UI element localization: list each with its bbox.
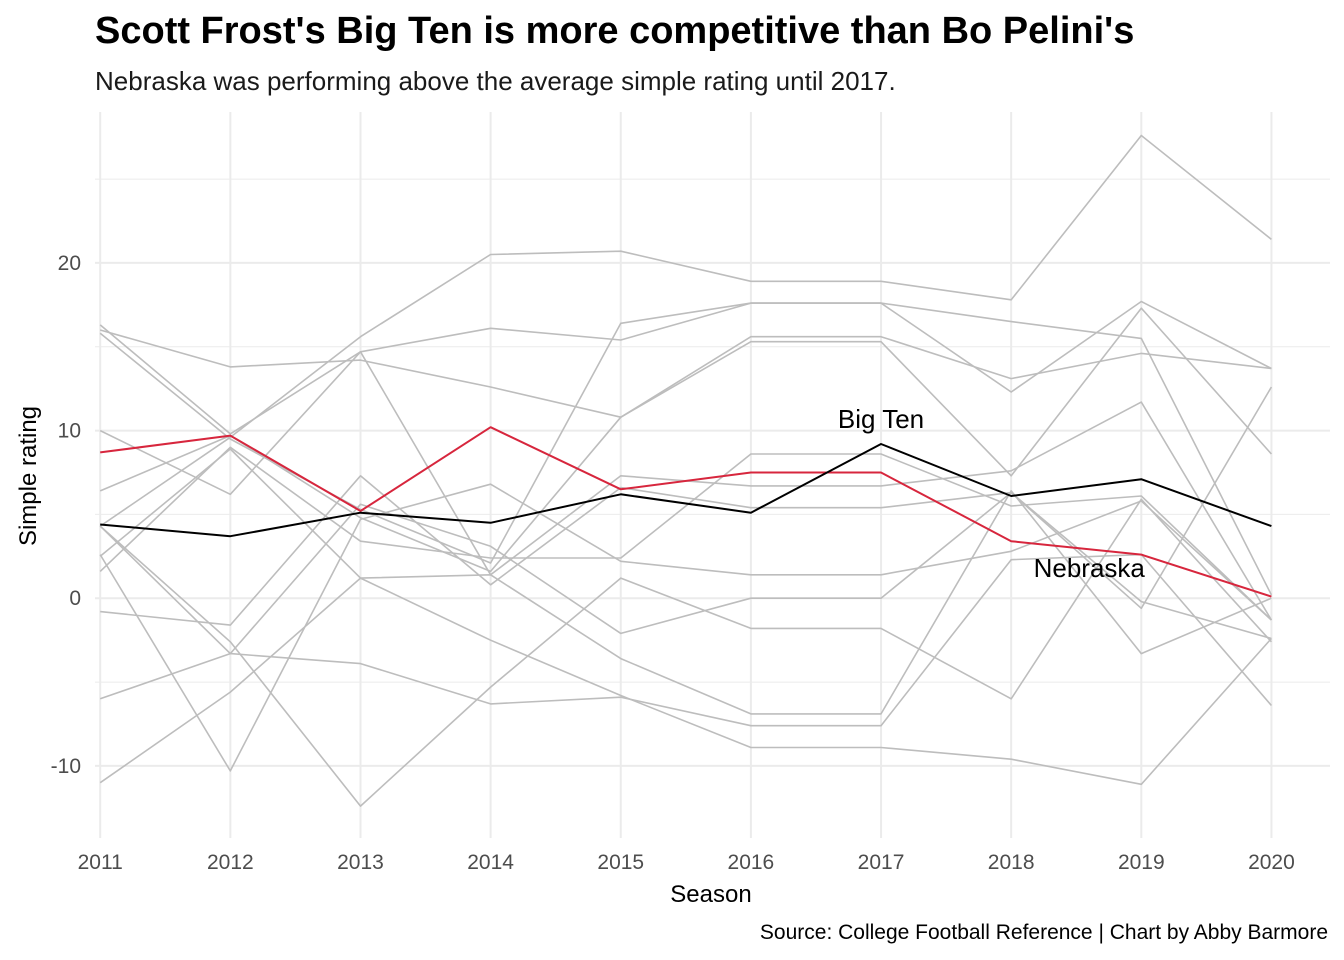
series-line-team-n (99, 525, 1273, 727)
series-line-team-e (99, 307, 1272, 573)
x-tick-label: 2015 (597, 851, 644, 874)
x-tick-label: 2013 (337, 851, 384, 874)
series-line-team-a (99, 134, 1272, 527)
y-tick-label: 0 (69, 587, 81, 610)
annotation-big-ten: Big Ten (838, 404, 924, 434)
y-axis-ticks: -10 0 10 20 (51, 252, 81, 778)
x-axis-ticks: 2011 2012 2013 2014 2015 2016 2017 2018 2019 2020 (78, 851, 1295, 874)
series-line-team-c (99, 300, 1272, 564)
series-line-team-b (99, 302, 1273, 596)
x-tick-label: 2020 (1248, 851, 1295, 874)
series-line-team-i (99, 483, 1272, 772)
gridlines (95, 112, 1330, 838)
series-line-team-d (99, 329, 1272, 418)
series-line-team-h (100, 386, 1273, 626)
series-line-team-l (99, 498, 1272, 807)
highlight-series-group (100, 426, 1272, 598)
y-tick-label: 20 (58, 252, 81, 275)
series-line-nebraska (100, 426, 1272, 598)
x-tick-label: 2016 (728, 851, 775, 874)
x-tick-label: 2014 (467, 851, 514, 874)
annotation-nebraska: Nebraska (1034, 553, 1146, 583)
y-tick-label: 10 (58, 420, 81, 443)
chart-title: Scott Frost's Big Ten is more competitiv… (95, 10, 1135, 52)
series-line-team-g (99, 446, 1272, 621)
series-line-team-k (99, 490, 1272, 784)
x-axis-title: Season (670, 881, 751, 908)
x-tick-label: 2012 (207, 851, 254, 874)
chart-subtitle: Nebraska was performing above the averag… (95, 66, 896, 96)
x-tick-label: 2018 (988, 851, 1035, 874)
x-tick-label: 2019 (1118, 851, 1165, 874)
y-tick-label: -10 (51, 755, 81, 778)
team-series-group (99, 134, 1273, 807)
annotations: Big Ten Nebraska (838, 404, 1146, 583)
chart-caption: Source: College Football Reference | Cha… (759, 921, 1328, 944)
series-line-big-ten (100, 443, 1272, 538)
series-line-team-m (99, 448, 1272, 786)
x-tick-label: 2011 (78, 851, 123, 874)
y-axis-title: Simple rating (15, 406, 42, 546)
x-tick-label: 2017 (858, 851, 905, 874)
